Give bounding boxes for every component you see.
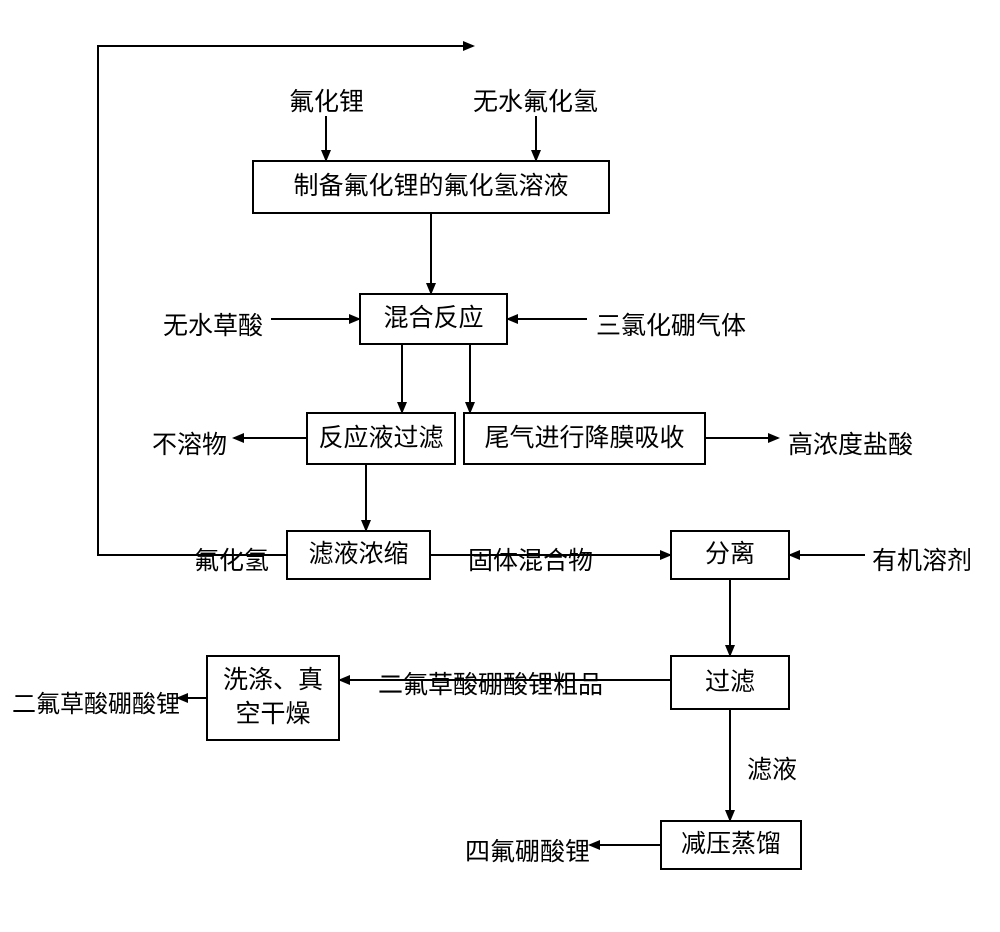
label-bcl3: 三氯化硼气体 [596,306,746,342]
label-oxalic: 无水草酸 [163,306,263,342]
label-hf: 无水氟化氢 [473,82,598,118]
box-mix: 混合反应 [359,293,508,345]
box-filter: 反应液过滤 [306,412,456,465]
flow-arrows [0,0,1000,932]
label-hf-return: 氟化氢 [194,541,269,577]
box-concentrate: 滤液浓缩 [286,530,431,580]
label-insoluble: 不溶物 [152,425,227,461]
label-solid-mix: 固体混合物 [468,541,593,577]
label-lif: 氟化锂 [289,82,364,118]
label-filtrate2: 滤液 [747,750,797,786]
box-separate: 分离 [670,530,790,580]
label-product-dfob: 二氟草酸硼酸锂 [12,684,180,719]
box-filter2: 过滤 [670,655,790,710]
box-washdry: 洗涤、真空干燥 [206,655,340,741]
label-hcl: 高浓度盐酸 [788,425,913,461]
label-product-tfb: 四氟硼酸锂 [465,832,590,868]
box-tailgas: 尾气进行降膜吸收 [463,412,706,465]
box-prep: 制备氟化锂的氟化氢溶液 [252,160,610,214]
box-distill: 减压蒸馏 [660,820,802,870]
label-solvent: 有机溶剂 [872,541,972,577]
label-crude: 二氟草酸硼酸锂粗品 [378,665,603,701]
